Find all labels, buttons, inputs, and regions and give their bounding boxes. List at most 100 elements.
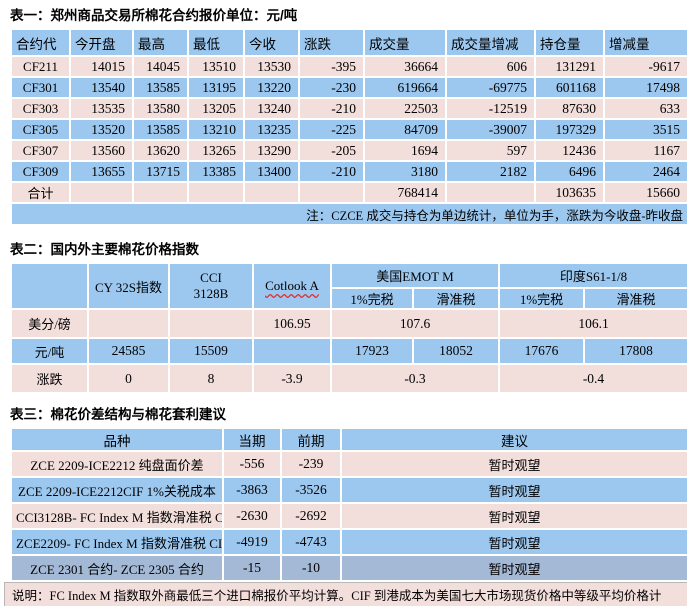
cell-change: -210: [298, 97, 365, 120]
col-header-open-interest: 持仓量: [534, 28, 605, 57]
subheader-india-1pct-tax: 1%完税: [498, 287, 585, 310]
cell-volume: 3180: [363, 160, 447, 183]
cell-volume-change: 597: [445, 139, 536, 162]
table3-title: 表三：棉花价差结构与棉花套利建议: [10, 407, 226, 422]
cell-variety: ZCE 2209-ICE2212 纯盘面价差: [10, 450, 224, 478]
table1-header-row: 合约代 今开盘 最高 最低 今收 涨跌 成交量 成交量增减 持仓量 增减量: [10, 28, 687, 57]
table2-row-change: 涨跌 0 8 -3.9 -0.3 -0.4: [10, 363, 687, 394]
cell-empty: [243, 181, 300, 204]
cell-change: -225: [298, 118, 365, 141]
cell-open: 14015: [69, 55, 134, 78]
table2-header-row-top: CY 32S指数 CCI 3128B Cotlook A 美国EMOT M 印度S…: [10, 262, 687, 310]
cell-us-emot: 107.6: [330, 308, 500, 339]
cell-volume-change: 606: [445, 55, 536, 78]
cell-high: 13585: [132, 118, 189, 141]
cell-advice: 暂时观望: [340, 528, 687, 556]
cell-volume: 84709: [363, 118, 447, 141]
cell-current: -556: [222, 450, 282, 478]
col-header-cci3128b: CCI 3128B: [168, 262, 254, 310]
table2-row-cents-per-pound: 美分/磅 106.95 107.6 106.1: [10, 308, 687, 339]
table1-note: 注：CZCE 成交与持仓为单边统计，单位为手，涨跌为今收盘-昨收盘: [10, 202, 687, 226]
cell-volume-change: -69775: [445, 76, 536, 99]
cell-current: -2630: [222, 502, 282, 530]
subheader-us-sliding-tax: 滑准税: [412, 287, 500, 310]
cell-india-sliding: 17808: [582, 337, 687, 365]
table-row-spread-5: ZCE 2301 合约- ZCE 2305 合约 -15 -10 暂时观望: [10, 554, 687, 582]
cell-open-interest: 6496: [534, 160, 605, 183]
cell-high: 14045: [132, 55, 189, 78]
cell-advice: 暂时观望: [340, 450, 687, 478]
cell-open-interest: 601168: [534, 76, 605, 99]
table-row-cf307: CF307 13560 13620 13265 13290 -205 1694 …: [10, 139, 687, 162]
cell-total-volume: 768414: [363, 181, 447, 204]
cell-volume: 22503: [363, 97, 447, 120]
table2-title: 表二：国内外主要棉花价格指数: [10, 242, 199, 257]
cell-change: -205: [298, 139, 365, 162]
cell-previous: -4743: [280, 528, 342, 556]
col-header-low: 最低: [187, 28, 245, 57]
cell-open: 13535: [69, 97, 134, 120]
cell-us-change: -0.3: [330, 363, 500, 394]
cell-previous: -2692: [280, 502, 342, 530]
col-header-cotlook-a: Cotlook A: [252, 262, 332, 310]
col-header-variety: 品种: [10, 427, 224, 452]
cell-open-interest: 87630: [534, 97, 605, 120]
cell-contract: CF211: [10, 55, 71, 78]
cell-oi-change: 3515: [603, 118, 687, 141]
cell-contract: CF303: [10, 97, 71, 120]
cell-low: 13195: [187, 76, 245, 99]
cell-oi-change: 1167: [603, 139, 687, 162]
col-header-previous: 前期: [280, 427, 342, 452]
cell-oi-change: 17498: [603, 76, 687, 99]
row-label: 涨跌: [10, 363, 89, 394]
cell-volume-change: -39007: [445, 118, 536, 141]
cell-empty: [168, 308, 254, 339]
table1-futures-quotes: 合约代 今开盘 最高 最低 今收 涨跌 成交量 成交量增减 持仓量 增减量 CF…: [10, 28, 687, 226]
cell-total-label: 合计: [10, 181, 71, 204]
cell-empty: [445, 181, 536, 204]
cell-advice: 暂时观望: [340, 476, 687, 504]
cell-cotlook-change: -3.9: [252, 363, 332, 394]
col-header-current: 当期: [222, 427, 282, 452]
cell-empty: [298, 181, 365, 204]
cell-previous: -3526: [280, 476, 342, 504]
cell-empty: [187, 181, 245, 204]
cell-advice: 暂时观望: [340, 502, 687, 530]
cell-close: 13400: [243, 160, 300, 183]
col-header-high: 最高: [132, 28, 189, 57]
col-header-us-emot-m: 美国EMOT M: [330, 262, 500, 289]
table1-note-row: 注：CZCE 成交与持仓为单边统计，单位为手，涨跌为今收盘-昨收盘: [10, 202, 687, 226]
cell-us-sliding: 18052: [412, 337, 500, 365]
corner-cell: [10, 262, 89, 310]
col-header-india-s61: 印度S61-1/8: [497, 262, 687, 289]
cell-open: 13540: [69, 76, 134, 99]
cell-cci3128b-change: 8: [168, 363, 254, 394]
cell-india-1pct: 17676: [498, 337, 585, 365]
cell-open: 13520: [69, 118, 134, 141]
cell-high: 13580: [132, 97, 189, 120]
cell-high: 13585: [132, 76, 189, 99]
cell-open: 13655: [69, 160, 134, 183]
table2-row-yuan-per-ton: 元/吨 24585 15509 17923 18052 17676 17808: [10, 337, 687, 365]
cell-low: 13510: [187, 55, 245, 78]
cell-change: -395: [298, 55, 365, 78]
cell-variety: ZCE 2301 合约- ZCE 2305 合约: [10, 554, 224, 582]
cell-cci3128b: 15509: [168, 337, 254, 365]
table1-title: 表一：郑州商品交易所棉花合约报价单位：元/吨: [10, 8, 298, 23]
cell-variety: ZCE 2209-ICE2212CIF 1%关税成本: [10, 476, 224, 504]
cell-empty: [132, 181, 189, 204]
cell-previous: -10: [280, 554, 342, 582]
cell-open-interest: 12436: [534, 139, 605, 162]
cell-open-interest: 197329: [534, 118, 605, 141]
cell-total-open-interest: 103635: [534, 181, 605, 204]
cell-volume: 36664: [363, 55, 447, 78]
cell-current: -15: [222, 554, 282, 582]
row-label: 元/吨: [10, 337, 89, 365]
cell-volume: 619664: [363, 76, 447, 99]
cell-empty: [252, 337, 332, 365]
col-header-contract: 合约代: [10, 28, 71, 57]
subheader-us-1pct-tax: 1%完税: [330, 287, 414, 310]
col-header-volume: 成交量: [363, 28, 447, 57]
table3-header-row: 品种 当期 前期 建议: [10, 427, 687, 452]
cell-close: 13235: [243, 118, 300, 141]
